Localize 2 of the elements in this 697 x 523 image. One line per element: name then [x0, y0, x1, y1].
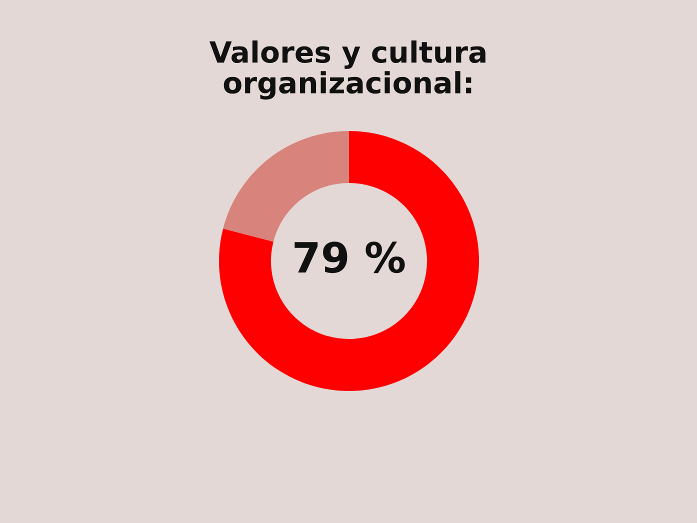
- data-label: 79 %: [294, 242, 405, 274]
- chart-title: Valores y cultura organizacional:: [209, 40, 486, 100]
